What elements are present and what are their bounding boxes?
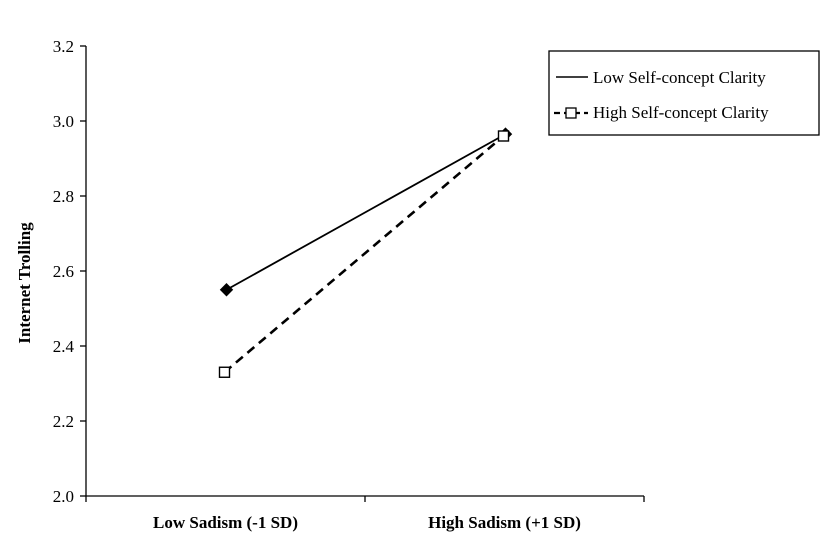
legend-box (548, 50, 820, 136)
y-tick-label: 2.2 (53, 412, 74, 431)
y-tick-label: 2.4 (53, 337, 75, 356)
series-line-high-clarity (223, 135, 505, 374)
legend-label-low: Low Self-concept Clarity (593, 68, 766, 87)
y-tick-label: 2.8 (53, 187, 74, 206)
x-tick-label: High Sadism (+1 SD) (428, 513, 581, 532)
series-layer (218, 127, 513, 378)
series-line-low-clarity (226, 133, 506, 291)
x-tick-label: Low Sadism (-1 SD) (153, 513, 298, 532)
y-tick-label: 3.2 (53, 37, 74, 56)
legend-label-high: High Self-concept Clarity (593, 103, 769, 122)
data-point-high-clarity (497, 130, 510, 142)
y-tick-label: 2.0 (53, 487, 74, 506)
x-ticks: Low Sadism (-1 SD) High Sadism (+1 SD) (85, 496, 645, 532)
data-point-high-clarity (218, 366, 231, 378)
y-tick-label: 3.0 (53, 112, 74, 131)
legend-marker-high (565, 107, 577, 119)
y-ticks: 2.0 2.2 2.4 2.6 2.8 3.0 3.2 (53, 37, 86, 506)
data-point-low-clarity (219, 283, 234, 297)
y-axis-title: Internet Trolling (15, 222, 34, 344)
y-tick-label: 2.6 (53, 262, 74, 281)
legend: Low Self-concept Clarity High Self-conce… (548, 50, 820, 136)
